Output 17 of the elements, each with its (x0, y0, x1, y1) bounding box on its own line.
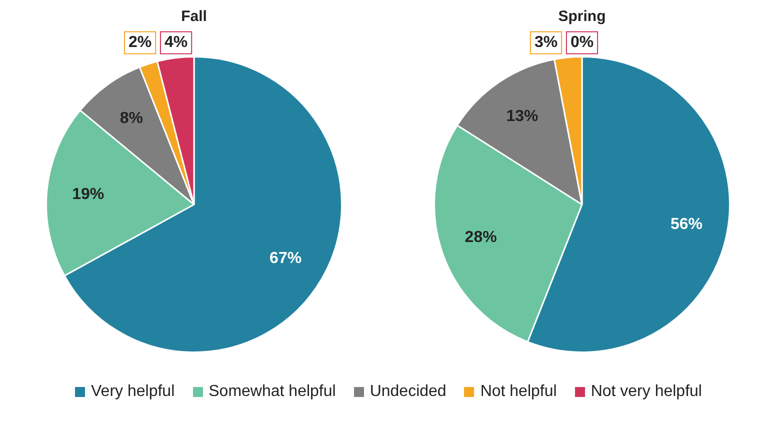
legend-label: Not very helpful (590, 383, 702, 401)
data-label: 3% (534, 34, 558, 52)
data-label: 13% (506, 108, 538, 125)
legend-label: Not helpful (480, 383, 557, 401)
text: 0% (570, 34, 594, 52)
legend-label: Very helpful (91, 383, 175, 401)
legend-label: Undecided (370, 383, 446, 401)
chart-title: Spring (558, 8, 606, 26)
legend-label: Somewhat helpful (208, 383, 336, 401)
data-label: 8% (120, 110, 144, 127)
data-label: 56% (670, 216, 703, 233)
chart-title: Fall (181, 8, 207, 26)
data-label: 19% (72, 186, 104, 203)
data-label: 2% (128, 34, 152, 52)
data-label: 4% (164, 34, 188, 52)
data-label: 28% (464, 228, 497, 246)
data-label: 67% (270, 250, 302, 268)
